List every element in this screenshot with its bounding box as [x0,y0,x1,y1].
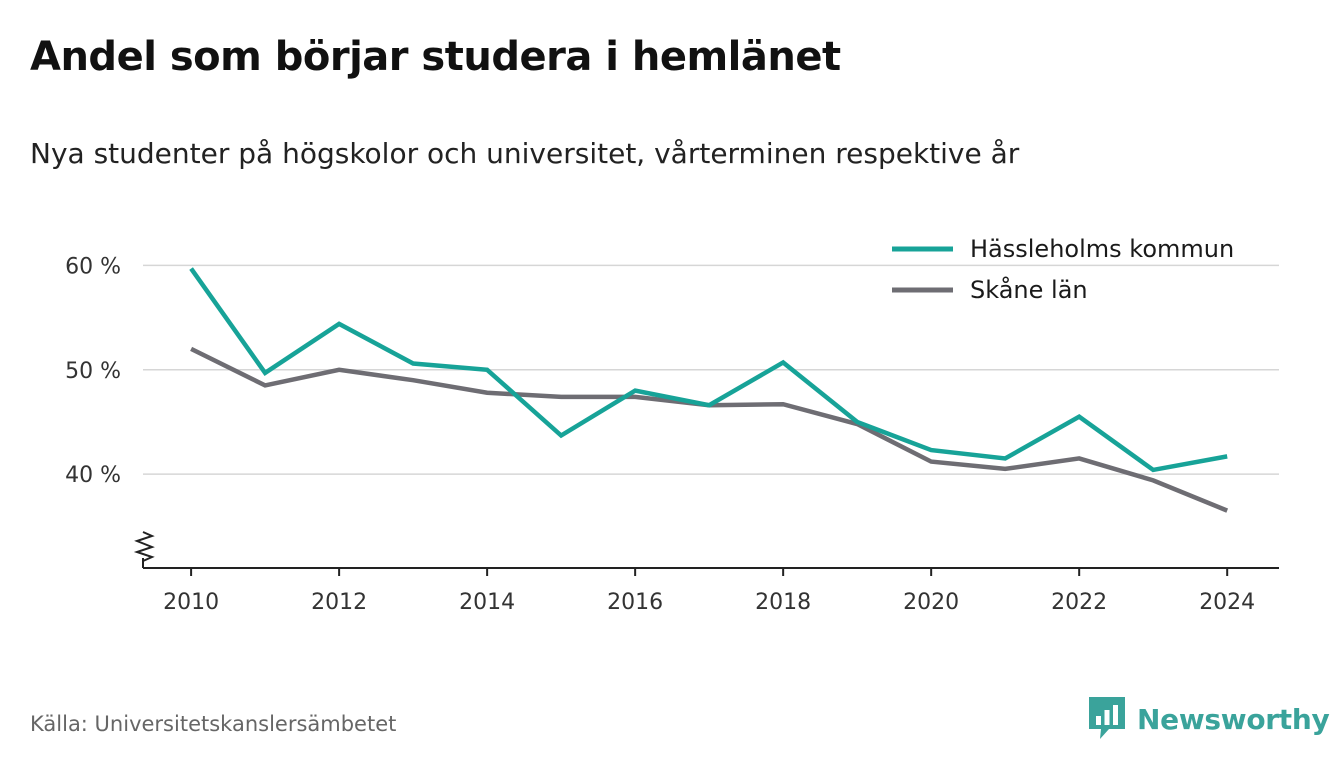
chart-subtitle: Nya studenter på högskolor och universit… [30,137,1020,170]
newsworthy-logo-icon [1089,697,1125,739]
x-tick-label: 2018 [755,590,811,615]
legend-label: Skåne län [970,275,1088,304]
source-note: Källa: Universitetskanslersämbetet [30,712,397,736]
line-chart: 40 % 50 % 60 % 2010 2012 2014 2016 2018 2020 202… [65,235,1279,615]
y-tick-label: 60 % [65,254,121,279]
y-tick-label: 50 % [65,359,121,384]
series-line [189,267,1228,473]
chart-title: Andel som börjar studera i hemlänet [30,34,841,80]
x-tick-label: 2012 [311,590,367,615]
y-tick-label: 40 % [65,463,121,488]
x-tick-label: 2010 [163,590,219,615]
series-line [190,346,1229,513]
legend-label: Hässleholms kommun [970,235,1234,263]
axis-break-icon [133,531,155,562]
x-tick-label: 2016 [607,590,663,615]
x-tick-label: 2014 [459,590,515,615]
x-tick-label: 2022 [1051,590,1107,615]
x-tick-label: 2020 [903,590,959,615]
newsworthy-brand[interactable]: Newsworthy [1089,697,1330,741]
brand-name: Newsworthy [1137,702,1330,736]
x-tick-label: 2024 [1199,590,1255,615]
